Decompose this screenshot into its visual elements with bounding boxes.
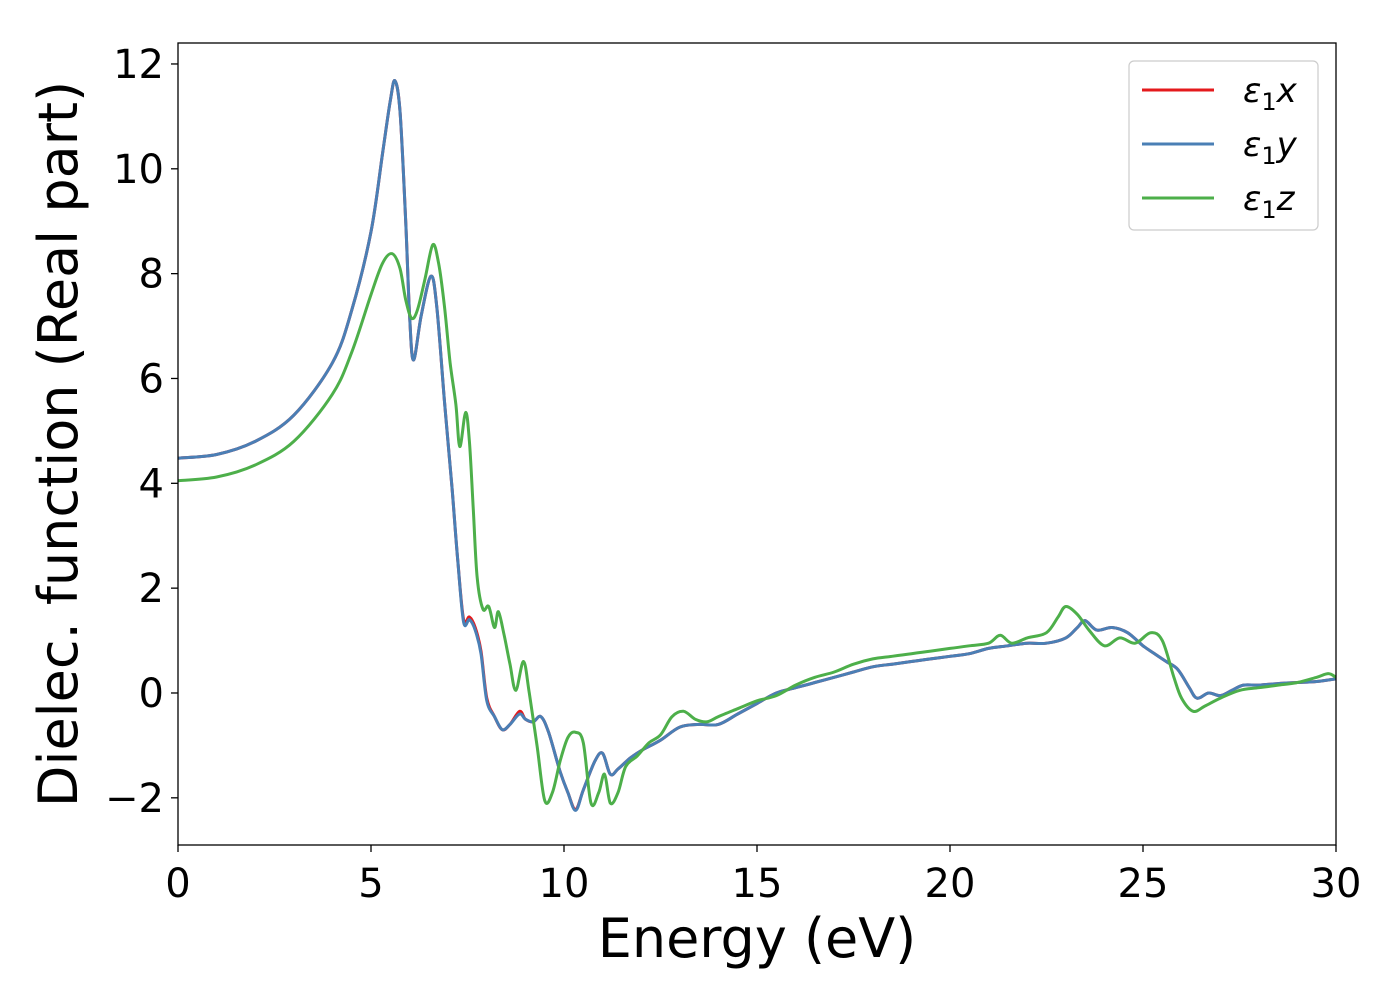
x-axis: 0 5 10 15 20 25 30 [165, 845, 1361, 907]
y-axis: −2 0 2 4 6 8 10 12 [105, 42, 178, 822]
x-tick-label: 25 [1118, 861, 1169, 907]
y-axis-title: Dielec. function (Real part) [27, 81, 90, 807]
legend-label-z: ε1z [1243, 179, 1296, 224]
legend-label-x: ε1x [1243, 71, 1298, 116]
x-tick-label: 10 [539, 861, 590, 907]
x-axis-title: Energy (eV) [598, 907, 917, 970]
y-tick-label: 2 [139, 566, 164, 612]
legend-label-y: ε1y [1243, 125, 1298, 170]
y-tick-label: 6 [139, 356, 164, 402]
x-tick-label: 0 [165, 861, 190, 907]
y-tick-label: 12 [113, 42, 164, 88]
y-tick-label: −2 [105, 776, 164, 822]
legend-frame [1128, 60, 1319, 231]
y-tick-label: 10 [113, 147, 164, 193]
legend: ε1x ε1y ε1z [1128, 60, 1319, 231]
series-line-z [178, 242, 1336, 808]
y-tick-label: 4 [139, 461, 164, 507]
x-tick-label: 20 [925, 861, 976, 907]
x-tick-label: 15 [732, 861, 783, 907]
y-tick-label: 0 [139, 671, 164, 717]
series-line-y [178, 79, 1336, 812]
x-tick-label: 30 [1311, 861, 1362, 907]
x-tick-label: 5 [358, 861, 383, 907]
y-tick-label: 8 [139, 252, 164, 298]
series-layer [178, 79, 1336, 812]
